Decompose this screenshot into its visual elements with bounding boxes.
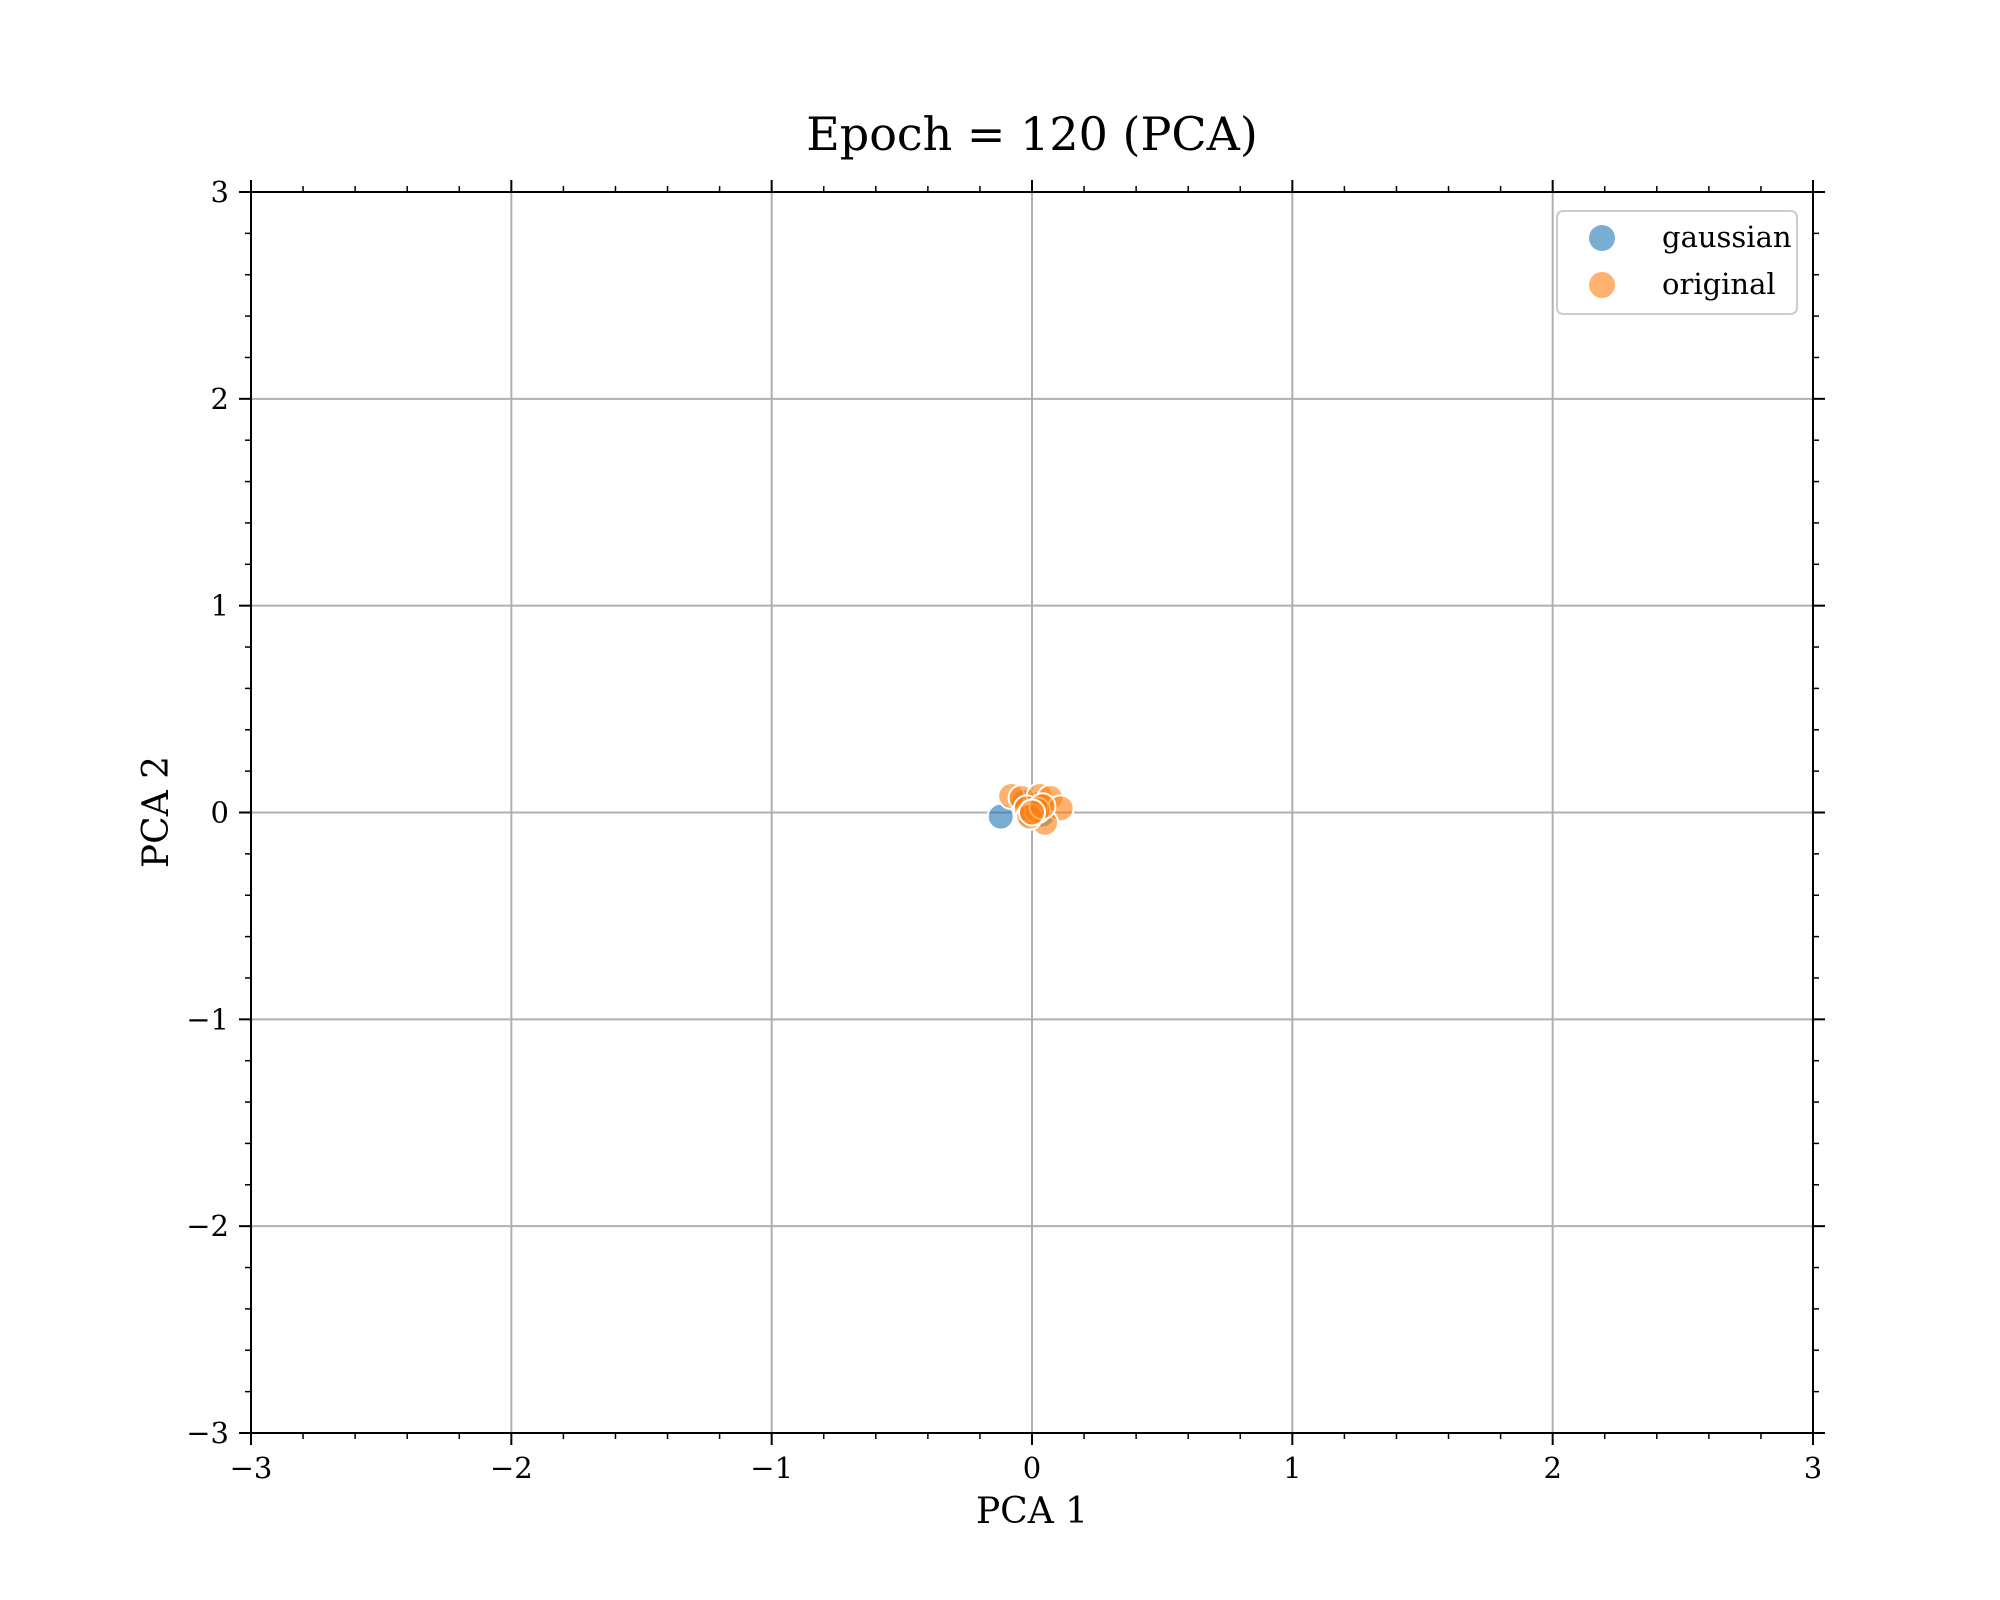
legend-marker-gaussian — [1589, 225, 1615, 251]
y-tick-label: −2 — [186, 1209, 229, 1243]
chart-title: Epoch = 120 (PCA) — [806, 107, 1258, 161]
x-tick-label: 1 — [1283, 1451, 1301, 1485]
y-tick-label: 2 — [211, 382, 229, 416]
scatter-points — [986, 781, 1075, 837]
y-tick-label: 1 — [211, 589, 229, 623]
legend-label-gaussian: gaussian — [1662, 220, 1792, 254]
x-axis-label: PCA 1 — [976, 1491, 1088, 1532]
x-tick-label: 2 — [1543, 1451, 1561, 1485]
y-tick-label: 0 — [211, 796, 229, 830]
legend-box — [1556, 210, 1798, 315]
y-axis-label: PCA 2 — [136, 756, 177, 868]
plot-frame — [250, 191, 1814, 1434]
legend-marker-original — [1589, 272, 1615, 298]
y-tick-label: −1 — [186, 1002, 229, 1036]
x-tick-label: 0 — [1023, 1451, 1041, 1485]
legend: gaussian original — [1556, 210, 1798, 315]
y-tick-label: −3 — [186, 1416, 229, 1450]
y-tick-label: 3 — [211, 175, 229, 209]
point-original — [1018, 798, 1046, 827]
tick-labels: −3 −2 −1 0 1 2 3 −3 −2 −1 0 1 2 3 — [186, 175, 1822, 1485]
x-tick-label: 3 — [1804, 1451, 1822, 1485]
x-tick-label: −3 — [230, 1451, 273, 1485]
x-tick-label: −1 — [750, 1451, 793, 1485]
legend-label-original: original — [1662, 267, 1776, 301]
x-tick-label: −2 — [490, 1451, 533, 1485]
